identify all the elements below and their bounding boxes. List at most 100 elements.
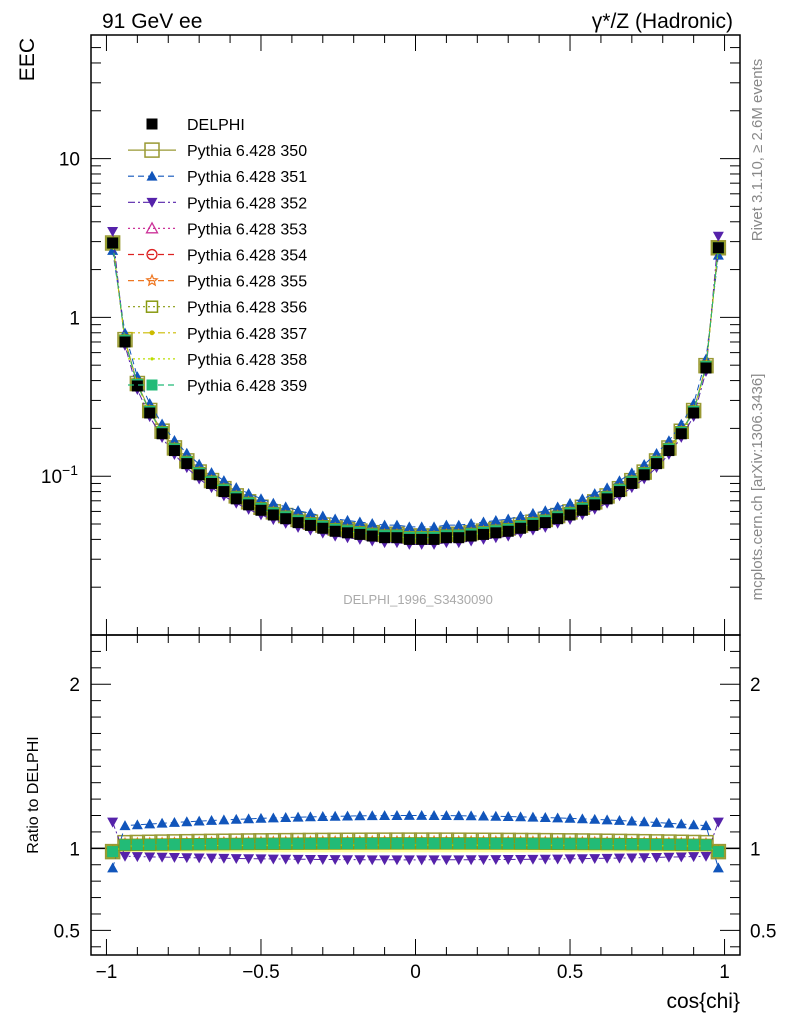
data-point (465, 530, 477, 542)
data-point (255, 504, 267, 516)
ratio-point (527, 811, 539, 822)
data-point (712, 231, 724, 242)
ratio-point (181, 853, 193, 864)
ratio-point (119, 839, 131, 851)
ratio-point (700, 839, 712, 851)
ratio-point (626, 838, 638, 850)
data-point (440, 532, 452, 544)
ratio-point (576, 813, 588, 824)
ratio-point (366, 810, 378, 821)
ratio-point (267, 838, 279, 850)
legend-marker (145, 221, 159, 234)
ratio-point (156, 852, 168, 863)
data-point (218, 475, 230, 485)
ratio-point (527, 854, 539, 865)
ratio-point (329, 810, 341, 821)
data-point (181, 447, 193, 458)
ratio-point (218, 838, 230, 850)
ratio-point (601, 853, 613, 864)
ratio-tick-label-left: 0.5 (54, 921, 80, 942)
ratio-point (119, 851, 131, 862)
ratio-point (267, 854, 279, 865)
ratio-point (181, 816, 193, 827)
legend-label: Pythia 6.428 357 (187, 326, 307, 343)
legend-entry: Pythia 6.428 356 (128, 300, 307, 317)
ratio-point (107, 817, 119, 828)
data-point (613, 486, 625, 498)
data-point (255, 493, 267, 504)
data-point (156, 428, 168, 440)
legend-marker (146, 248, 158, 261)
ratio-point (552, 838, 564, 850)
legend-label: DELPHI (187, 117, 245, 134)
legend-marker (146, 118, 158, 130)
data-point (366, 530, 378, 542)
ratio-tick-label-left: 1 (69, 839, 80, 860)
ratio-point (206, 815, 218, 825)
ratio-point (539, 854, 551, 865)
ratio-point (589, 838, 601, 850)
data-point (280, 501, 292, 512)
data-point (477, 516, 489, 527)
ratio-point (168, 852, 180, 863)
legend-entry: Pythia 6.428 354 (128, 248, 307, 265)
legend-label: Pythia 6.428 356 (187, 300, 307, 317)
ratio-tick-label-right: 1 (750, 839, 761, 860)
ratio-point (354, 837, 366, 849)
x-tick-label: 0.5 (557, 962, 583, 983)
ratio-point (119, 820, 131, 831)
data-point (651, 458, 663, 470)
ratio-point (193, 815, 205, 826)
legend-entry: Pythia 6.428 350 (128, 142, 307, 160)
data-point (267, 497, 279, 508)
ratio-point (688, 852, 700, 863)
ratio-point (255, 854, 267, 865)
ratio-point (391, 855, 403, 866)
ratio-point (465, 855, 477, 866)
ratio-point (193, 853, 205, 864)
data-point (181, 458, 193, 470)
data-point (601, 493, 613, 505)
ratio-point (502, 811, 514, 821)
data-point (206, 477, 218, 489)
data-point (552, 513, 564, 525)
data-point (354, 516, 366, 527)
ratio-point (280, 812, 292, 822)
data-point (292, 517, 304, 529)
data-point (453, 532, 465, 544)
data-point (539, 505, 551, 516)
ratio-point (379, 837, 391, 849)
ratio-point (329, 855, 341, 866)
legend-entry: Pythia 6.428 351 (128, 169, 307, 186)
legend-entry: Pythia 6.428 352 (128, 195, 307, 212)
ratio-point (700, 851, 712, 862)
data-point (379, 532, 391, 544)
y-axis-label-main: EEC (16, 38, 39, 81)
ratio-point (144, 852, 156, 863)
ratio-point (317, 811, 329, 821)
data-point (465, 518, 477, 528)
ratio-point (230, 854, 242, 864)
data-point (354, 528, 366, 540)
ratio-point (317, 838, 329, 850)
data-point (329, 525, 341, 537)
legend-entry: Pythia 6.428 355 (128, 273, 307, 291)
ratio-point (342, 855, 354, 866)
ratio-point (613, 815, 625, 825)
legend-label: Pythia 6.428 359 (187, 378, 307, 395)
legend-marker (149, 330, 155, 336)
series-351 (107, 244, 724, 873)
data-point (515, 510, 527, 521)
legend-label: Pythia 6.428 352 (187, 195, 307, 212)
x-axis-label: cos{chi} (666, 990, 740, 1013)
watermark: DELPHI_1996_S3430090 (343, 592, 493, 607)
ratio-point (379, 810, 391, 821)
data-point (712, 242, 724, 254)
ratio-point (218, 853, 230, 864)
data-point (243, 487, 255, 498)
data-point (477, 528, 489, 540)
data-point (329, 513, 341, 524)
ratio-point (440, 837, 452, 849)
legend-marker (146, 170, 158, 181)
legend: DELPHI Pythia 6.428 350 Pythia 6.428 351 Py… (128, 117, 307, 395)
